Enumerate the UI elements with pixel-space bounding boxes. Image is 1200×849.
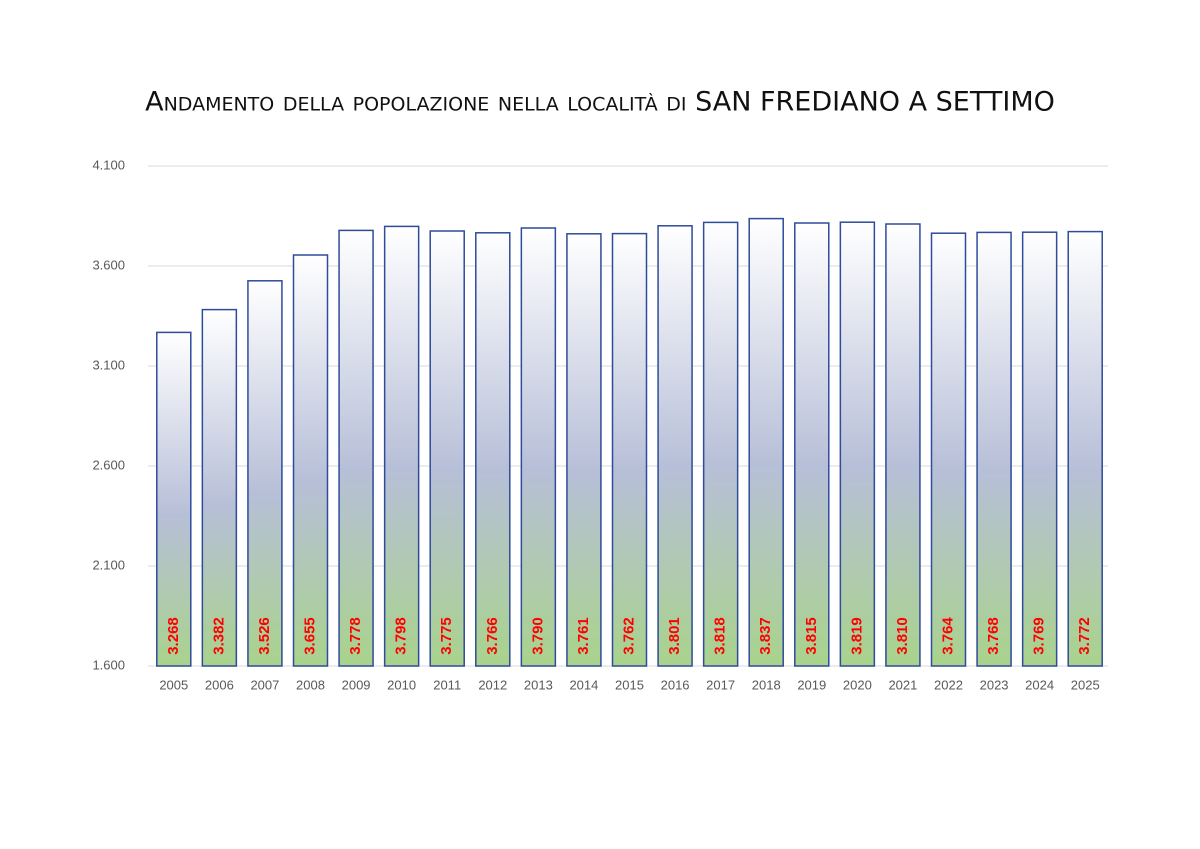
x-tick-label: 2010 — [387, 677, 416, 692]
bar — [201, 308, 238, 667]
value-label: 3.268 — [165, 617, 182, 655]
value-label: 3.818 — [712, 617, 729, 655]
value-label: 3.778 — [347, 617, 364, 655]
value-label: 3.815 — [803, 617, 820, 655]
x-tick-label: 2020 — [843, 677, 872, 692]
bar — [1021, 231, 1058, 667]
bar — [885, 223, 921, 667]
x-tick-label: 2015 — [615, 677, 644, 692]
bar — [338, 229, 374, 667]
x-tick-label: 2012 — [478, 677, 507, 692]
value-label: 3.382 — [210, 617, 227, 655]
x-tick-label: 2019 — [797, 677, 826, 692]
x-tick-label: 2013 — [524, 677, 553, 692]
bar — [292, 254, 329, 667]
x-tick-label: 2017 — [706, 677, 735, 692]
x-tick-label: 2008 — [296, 677, 325, 692]
bar — [475, 232, 511, 667]
bar — [1067, 230, 1103, 667]
value-label: 3.768 — [985, 617, 1002, 655]
x-tick-label: 2009 — [342, 677, 371, 692]
y-tick-label: 1.600 — [92, 657, 125, 672]
value-label: 3.819 — [848, 617, 865, 655]
value-label: 3.769 — [1031, 617, 1048, 655]
bar — [748, 217, 784, 667]
value-label: 3.766 — [484, 617, 501, 655]
bar — [611, 232, 648, 667]
bar — [657, 225, 693, 667]
value-label: 3.772 — [1076, 617, 1093, 655]
x-tick-label: 2005 — [159, 677, 188, 692]
y-tick-label: 2.600 — [92, 457, 125, 472]
value-label: 3.837 — [757, 617, 774, 655]
bar — [247, 280, 283, 667]
value-label: 3.761 — [575, 617, 592, 655]
x-tick-label: 2025 — [1071, 677, 1100, 692]
bar — [566, 233, 602, 667]
x-tick-label: 2023 — [980, 677, 1009, 692]
value-label: 3.801 — [666, 617, 683, 655]
bar — [702, 221, 739, 667]
value-label: 3.810 — [894, 617, 911, 655]
bar — [520, 227, 557, 667]
value-label: 3.526 — [256, 617, 273, 655]
x-tick-label: 2011 — [433, 677, 461, 692]
y-tick-label: 3.600 — [92, 257, 125, 272]
bar — [156, 331, 192, 667]
x-tick-label: 2006 — [205, 677, 234, 692]
y-tick-label: 4.100 — [92, 157, 125, 172]
bar — [383, 225, 420, 667]
value-label: 3.798 — [393, 617, 410, 655]
value-label: 3.790 — [529, 617, 546, 655]
x-tick-label: 2018 — [752, 677, 781, 692]
value-label: 3.764 — [939, 617, 956, 655]
bar — [429, 230, 465, 667]
bar — [794, 222, 830, 667]
x-tick-label: 2016 — [661, 677, 690, 692]
bar — [976, 231, 1012, 667]
chart-title: Andamento della popolazione nella locali… — [145, 87, 1055, 118]
x-tick-label: 2021 — [888, 677, 917, 692]
value-label: 3.655 — [301, 617, 318, 655]
x-tick-label: 2024 — [1025, 677, 1054, 692]
value-label: 3.762 — [620, 617, 637, 655]
y-tick-label: 2.100 — [92, 557, 125, 572]
x-tick-label: 2007 — [250, 677, 279, 692]
bar — [930, 232, 967, 667]
x-tick-label: 2014 — [569, 677, 598, 692]
y-tick-label: 3.100 — [92, 357, 125, 372]
x-tick-label: 2022 — [934, 677, 963, 692]
bar — [839, 221, 876, 667]
value-label: 3.775 — [438, 617, 455, 655]
